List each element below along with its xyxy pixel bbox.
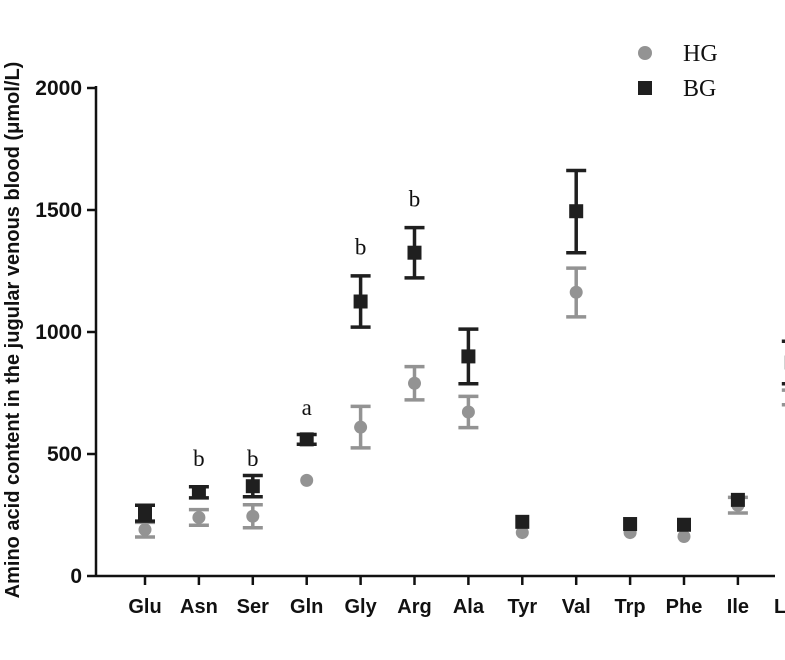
point-BG — [515, 514, 530, 529]
point-HG — [677, 529, 691, 543]
significance-label: a — [302, 395, 312, 420]
point-BG — [569, 204, 584, 219]
point-BG — [299, 432, 314, 447]
point-HG — [138, 523, 152, 537]
x-tick-label: Ile — [727, 596, 749, 618]
y-axis-label: Amino acid content in the jugular venous… — [2, 62, 24, 599]
y-tick-label: 500 — [47, 443, 82, 466]
significance-label: b — [355, 234, 367, 259]
y-tick-label: 1500 — [35, 199, 82, 222]
point-HG — [192, 510, 206, 524]
legend-marker-HG — [638, 46, 652, 60]
y-tick-label: 1000 — [35, 321, 82, 344]
point-BG — [461, 349, 476, 364]
axes — [94, 86, 775, 578]
point-BG — [407, 245, 422, 260]
y-tick-label: 2000 — [35, 77, 82, 100]
y-ticks: 0 500 1000 1500 2000 — [35, 77, 96, 588]
point-BG — [353, 294, 368, 309]
series-HG — [135, 266, 785, 543]
point-HG — [300, 473, 314, 487]
point-HG — [569, 285, 583, 299]
x-tick-label: Gln — [290, 596, 323, 618]
point-HG — [515, 526, 529, 540]
legend-marker-BG — [638, 81, 652, 95]
significance-label: b — [193, 446, 205, 471]
significance-label: b — [409, 187, 421, 212]
point-BG — [245, 479, 260, 494]
annotation-layer: b b a b b — [193, 187, 420, 472]
point-HG — [408, 376, 421, 390]
x-categories: Glu Asn Ser Gln Gly Arg Ala Tyr Val Trp Phe Ile Leu — [128, 576, 785, 618]
point-BG — [623, 517, 638, 532]
x-tick-label: Arg — [397, 596, 431, 618]
point-HG — [461, 405, 475, 419]
point-HG — [246, 509, 260, 523]
point-BG — [677, 517, 691, 532]
x-tick-label: Glu — [128, 596, 161, 618]
series-layer — [135, 168, 785, 543]
significance-label: b — [247, 446, 259, 471]
x-tick-label: Asn — [180, 596, 218, 618]
point-BG — [138, 506, 152, 521]
x-tick-label: Val — [562, 596, 591, 618]
legend-label-BG: BG — [683, 76, 716, 102]
point-HG — [354, 420, 368, 434]
x-tick-label: Ser — [237, 596, 269, 618]
x-tick-label: Tyr — [507, 596, 537, 618]
point-BG — [191, 485, 206, 500]
x-tick-label: Leu — [774, 596, 785, 618]
x-tick-label: Phe — [666, 596, 703, 618]
legend-label-HG: HG — [683, 41, 718, 67]
x-tick-label: Trp — [615, 596, 646, 618]
legend: HG BG — [638, 41, 718, 102]
y-tick-label: 0 — [70, 565, 82, 588]
x-tick-label: Ala — [453, 596, 485, 618]
x-tick-label: Gly — [344, 596, 377, 618]
series-BG — [135, 168, 785, 532]
point-BG — [730, 492, 745, 507]
